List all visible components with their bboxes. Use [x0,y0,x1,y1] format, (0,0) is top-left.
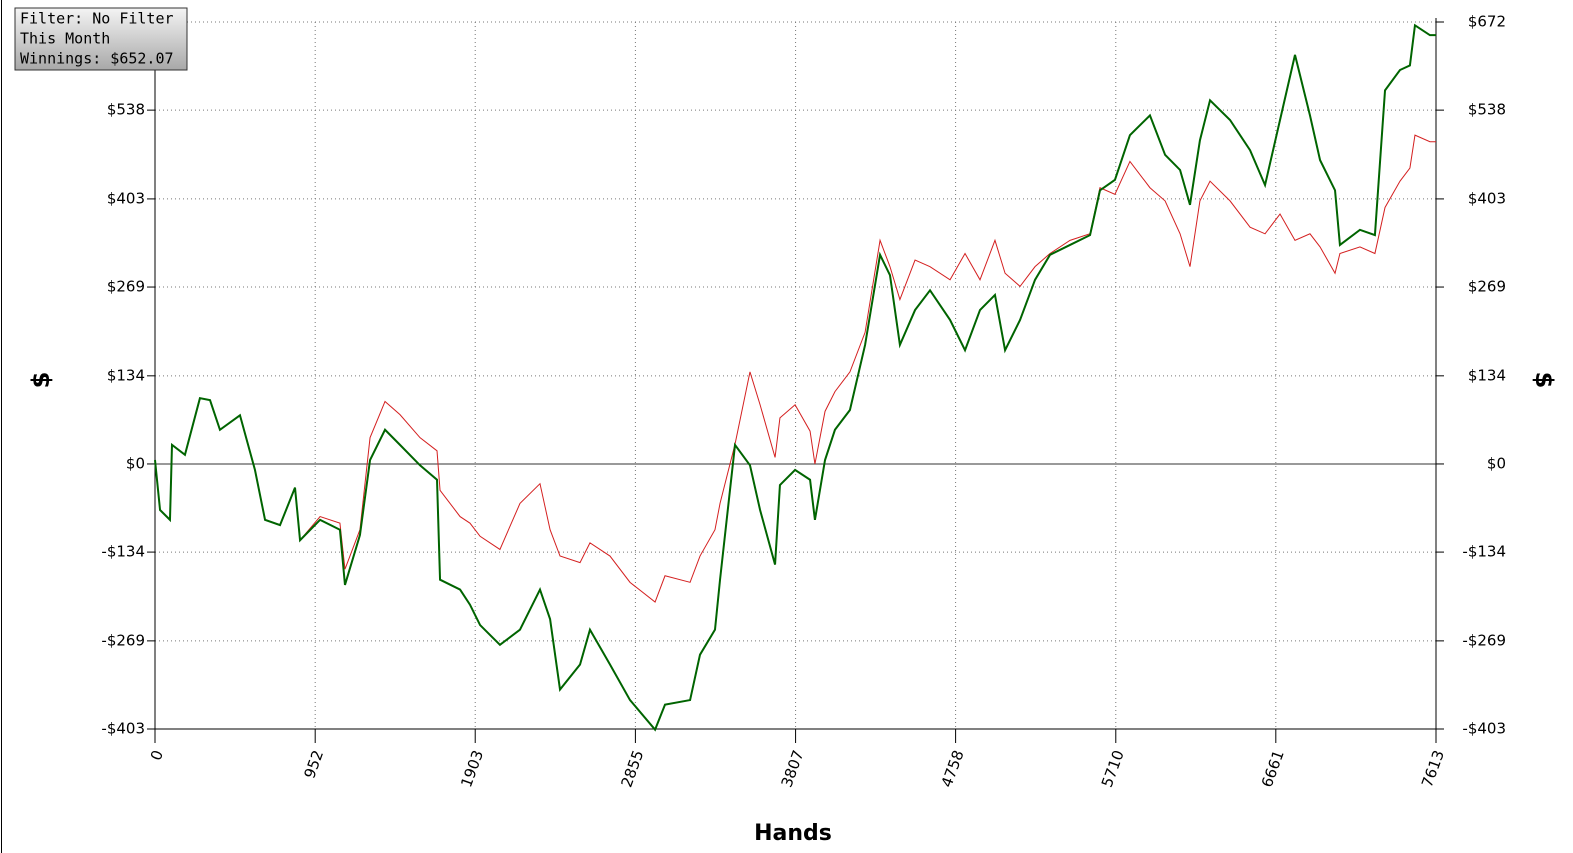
y2-tick-label: -$269 [1462,631,1506,649]
y2-tick-label: $269 [1468,278,1506,296]
x-tick-label: 6661 [1258,748,1288,790]
y2-tick-label: -$403 [1462,720,1506,738]
y2-axis-label: $ [1530,372,1558,389]
y-tick-label: -$134 [101,543,145,561]
y2-tick-label: $403 [1468,189,1506,207]
y2-tick-label: $0 [1487,454,1506,472]
y2-tick-label: $672 [1468,13,1506,31]
info-text: Filter: No Filter [20,10,174,28]
series-line [154,23,1436,732]
y-tick-label: $538 [107,101,145,119]
info-text: Winnings: $652.07 [20,50,174,68]
x-tick-label: 7613 [1418,748,1448,790]
y-tick-label: -$403 [101,720,145,738]
y-tick-label: $0 [126,454,145,472]
y2-tick-label: $134 [1468,366,1506,384]
y2-tick-label: -$134 [1462,543,1506,561]
x-tick-label: 5710 [1098,748,1128,790]
y-axis-label: $ [27,372,55,389]
x-tick-label: 0 [147,748,167,763]
info-box [14,7,188,71]
info-text: This Month [20,30,110,48]
y-tick-label: $403 [107,189,145,207]
series-line [154,134,1436,603]
y-tick-label: $134 [107,366,145,384]
x-tick-label: 952 [300,748,327,781]
y2-tick-label: $538 [1468,101,1506,119]
x-tick-label: 2855 [617,748,647,790]
x-tick-label: 3807 [778,748,808,790]
y-tick-label: -$269 [101,631,145,649]
x-tick-label: 1903 [457,748,487,790]
x-axis-label: Hands [754,821,832,846]
x-tick-label: 4758 [938,748,968,790]
y-tick-label: $269 [107,278,145,296]
